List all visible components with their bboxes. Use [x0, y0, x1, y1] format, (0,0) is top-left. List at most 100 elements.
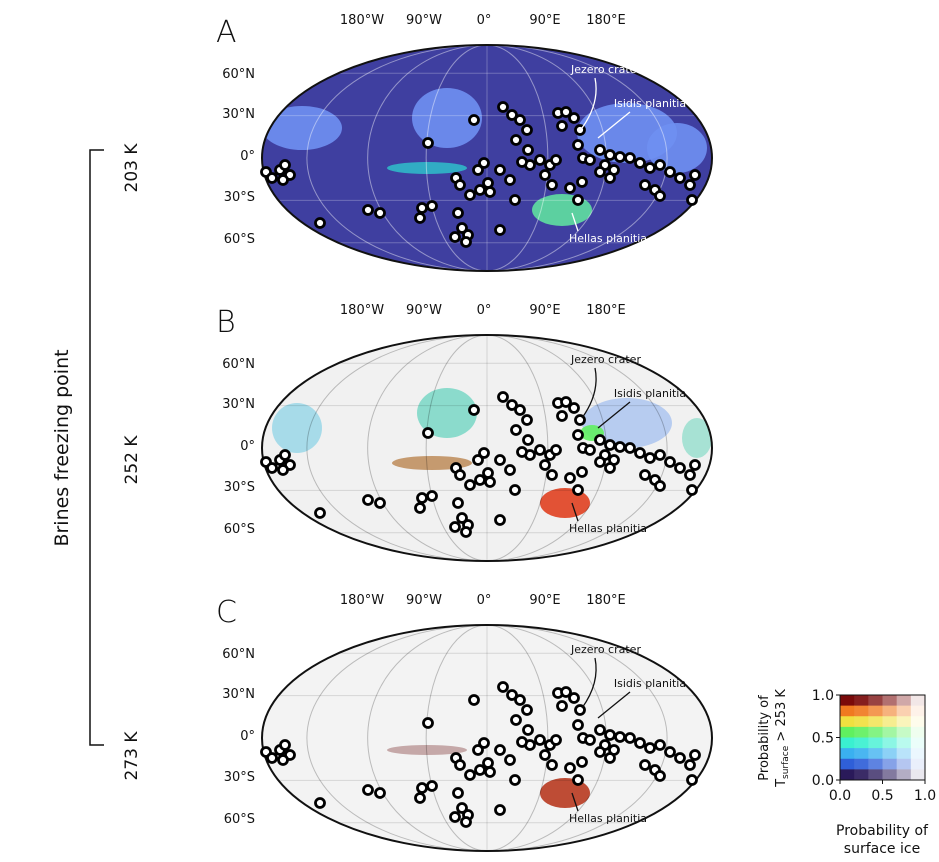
study-site [568, 112, 580, 124]
study-site [374, 207, 386, 219]
colormap-cell [854, 726, 869, 738]
colormap-cell [868, 758, 883, 770]
study-site [449, 521, 461, 533]
study-site [572, 484, 584, 496]
study-site [426, 780, 438, 792]
study-site [277, 174, 289, 186]
study-site [686, 484, 698, 496]
study-site [460, 816, 472, 828]
study-site [494, 454, 506, 466]
map-border [261, 334, 713, 562]
study-site [484, 476, 496, 488]
study-site [639, 759, 651, 771]
study-site [634, 157, 646, 169]
study-site [452, 497, 464, 509]
study-site [514, 694, 526, 706]
graticule [306, 335, 668, 561]
study-site [689, 459, 701, 471]
study-site [686, 774, 698, 786]
study-site [482, 177, 494, 189]
colormap-cell [896, 769, 912, 781]
study-site [684, 759, 696, 771]
study-site [468, 404, 480, 416]
study-site [572, 719, 584, 731]
x-tick-label: 1.0 [914, 788, 936, 804]
colormap-cell [882, 726, 898, 738]
study-site [497, 681, 509, 693]
study-site [484, 186, 496, 198]
study-site [624, 442, 636, 454]
study-site [509, 194, 521, 206]
graticule [425, 625, 549, 851]
study-site [644, 162, 656, 174]
study-site [684, 179, 696, 191]
colormap-cell [896, 737, 912, 749]
study-site [654, 159, 666, 171]
map-border [261, 44, 713, 272]
study-site [516, 736, 528, 748]
leader-line [597, 401, 631, 429]
longitude-label: 90°W [406, 13, 442, 28]
latitude-label: 60°N [222, 67, 255, 82]
study-site [484, 766, 496, 778]
study-site [576, 466, 588, 478]
colormap-cell [882, 695, 898, 707]
study-site [472, 164, 484, 176]
study-site [634, 737, 646, 749]
study-site [374, 787, 386, 799]
study-site [560, 106, 572, 118]
graticule [425, 625, 549, 851]
study-site [426, 490, 438, 502]
colormap-cell [882, 716, 898, 728]
study-site [572, 139, 584, 151]
study-site [604, 752, 616, 764]
study-site [674, 172, 686, 184]
colormap-cell [910, 737, 926, 749]
annotation: Jezero crater [570, 643, 641, 656]
study-site [614, 731, 626, 743]
colormap-cell [840, 726, 855, 738]
colormap-cell [882, 769, 898, 781]
study-site [416, 202, 428, 214]
study-site [674, 462, 686, 474]
study-site [572, 194, 584, 206]
leader-line [581, 657, 597, 709]
label-part: T [774, 779, 789, 788]
leader-line [597, 691, 631, 719]
label-subscript: surface [781, 745, 791, 779]
colormap-cell [910, 758, 926, 770]
colormap-cell [868, 726, 883, 738]
colormap-cell [840, 737, 855, 749]
colormap-cell [868, 737, 883, 749]
study-site [494, 224, 506, 236]
map-region [582, 398, 672, 448]
study-site [482, 467, 494, 479]
study-site [474, 474, 486, 486]
leader-line [581, 367, 597, 419]
map-border [261, 624, 713, 852]
colormap-cell [896, 716, 912, 728]
graticule [425, 45, 549, 271]
study-site [494, 514, 506, 526]
longitude-label: 90°E [529, 593, 560, 608]
colormap-cell [896, 705, 912, 717]
study-site [664, 456, 676, 468]
leader-line [571, 792, 579, 812]
study-site [460, 526, 472, 538]
legend-x-label: Probability of [836, 823, 929, 839]
study-site [506, 109, 518, 121]
study-site [509, 774, 521, 786]
study-site [639, 179, 651, 191]
map-content [262, 335, 712, 561]
longitude-label: 90°W [406, 303, 442, 318]
study-site [510, 714, 522, 726]
colormap-cell [854, 748, 869, 760]
temperature-label: 273 K [122, 731, 142, 781]
graticule [425, 335, 549, 561]
y-tick-label: 0.5 [812, 731, 834, 747]
study-site [594, 166, 606, 178]
latitude-label: 60°N [222, 357, 255, 372]
longitude-label: 180°E [586, 303, 626, 318]
colormap-cell [910, 716, 926, 728]
